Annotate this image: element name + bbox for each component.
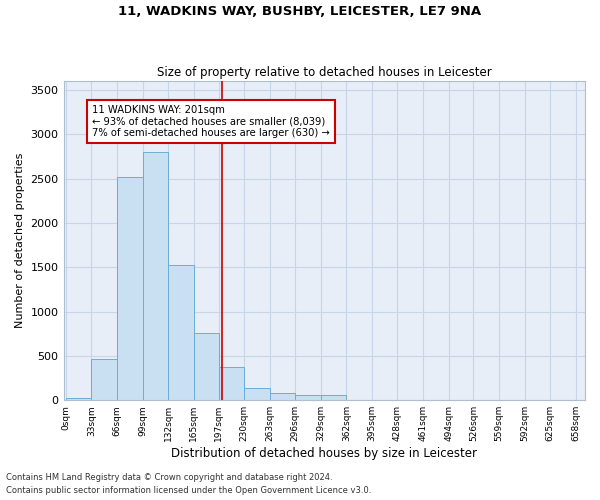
X-axis label: Distribution of detached houses by size in Leicester: Distribution of detached houses by size … [171,447,477,460]
Bar [295,395,321,400]
Bar [168,266,194,400]
Text: 11, WADKINS WAY, BUSHBY, LEICESTER, LE7 9NA: 11, WADKINS WAY, BUSHBY, LEICESTER, LE7 … [118,5,482,18]
Text: Contains HM Land Registry data © Crown copyright and database right 2024.
Contai: Contains HM Land Registry data © Crown c… [6,474,371,495]
Text: 11 WADKINS WAY: 201sqm
← 93% of detached houses are smaller (8,039)
7% of semi-d: 11 WADKINS WAY: 201sqm ← 93% of detached… [92,105,330,138]
Bar [269,393,295,400]
Bar [66,398,91,400]
Bar [194,333,219,400]
Bar [143,152,168,400]
Bar [218,366,244,400]
Bar [244,388,269,400]
Bar [321,395,346,400]
Y-axis label: Number of detached properties: Number of detached properties [15,153,25,328]
Bar [91,360,117,400]
Bar [117,177,143,400]
Title: Size of property relative to detached houses in Leicester: Size of property relative to detached ho… [157,66,491,78]
